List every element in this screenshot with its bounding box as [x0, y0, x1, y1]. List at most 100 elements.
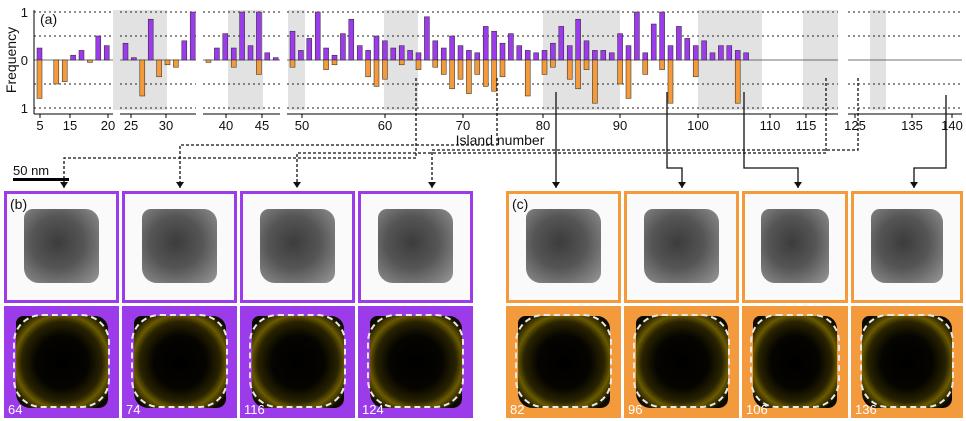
orientation-map-136: 136	[851, 306, 963, 418]
purple-bar	[608, 52, 615, 61]
orientation-map-74: 74	[122, 306, 237, 418]
orange-bar	[659, 59, 665, 70]
orange-bar	[466, 59, 472, 94]
purple-bar	[181, 40, 188, 61]
purple-bar	[398, 45, 405, 61]
orientation-map-116: 116	[240, 306, 355, 418]
x-tick-label: 125	[844, 118, 866, 133]
panel-c-label: (c)	[512, 196, 529, 212]
orange-bar	[734, 59, 741, 104]
purple-bar	[558, 26, 565, 61]
connector-arrowhead	[60, 182, 68, 188]
purple-bar	[550, 42, 556, 61]
orange-bar	[625, 59, 632, 99]
purple-bar	[415, 52, 422, 61]
island-number: 124	[362, 402, 384, 417]
purple-bar	[692, 45, 699, 61]
x-tick-label: 50	[295, 118, 309, 133]
purple-bar	[147, 18, 154, 61]
x-tick-label: 40	[219, 118, 233, 133]
orange-bar	[474, 59, 481, 75]
y-tick-label: 0	[21, 53, 28, 68]
tem-image-82: (c)	[506, 191, 621, 303]
purple-bar	[575, 18, 581, 61]
purple-bar	[131, 57, 137, 61]
orange-bar	[499, 59, 506, 78]
connector-arrowhead	[176, 182, 184, 188]
purple-bar	[440, 47, 447, 61]
purple-bar	[726, 45, 733, 61]
island-number: 64	[8, 402, 23, 417]
orange-bar	[415, 59, 422, 70]
panel-b-label: (b)	[10, 196, 28, 212]
connector-arrowhead	[293, 182, 301, 188]
orientation-map-124: 124	[358, 306, 473, 418]
x-tick-label: 135	[901, 118, 923, 133]
purple-bar	[566, 45, 573, 61]
island-number: 136	[855, 402, 877, 417]
island-number: 74	[126, 402, 141, 417]
orange-bar	[365, 59, 371, 78]
purple-bar	[239, 11, 245, 61]
purple-bar	[95, 35, 102, 61]
purple-bar	[625, 45, 632, 61]
purple-bar	[222, 33, 229, 61]
purple-bar	[272, 57, 279, 61]
connector-arrowhead	[552, 182, 560, 188]
orange-bar	[382, 59, 388, 80]
x-tick-label: 70	[456, 118, 470, 133]
orange-bar	[583, 59, 590, 70]
orange-bar	[156, 59, 162, 78]
connector-arrowhead	[794, 182, 802, 188]
purple-bar	[516, 45, 523, 61]
purple-bar	[382, 40, 388, 61]
connector-arrowhead	[428, 182, 436, 188]
x-axis-label: Island number	[456, 132, 545, 148]
y-axis-label: Frequency	[3, 27, 19, 93]
purple-bar	[365, 50, 371, 61]
tem-image-116	[240, 191, 355, 303]
purple-bar	[667, 45, 674, 61]
purple-bar	[491, 30, 497, 61]
x-tick-label: 110	[760, 118, 781, 133]
purple-bar	[256, 11, 262, 61]
x-tick-label: 45	[255, 118, 269, 133]
purple-bar	[247, 45, 254, 61]
purple-bar	[78, 50, 85, 61]
orange-bar	[331, 59, 338, 66]
orange-bar	[289, 59, 296, 68]
purple-bar	[474, 52, 481, 61]
purple-bar	[499, 42, 506, 61]
orange-bar	[173, 59, 179, 68]
x-tick-label: 15	[63, 118, 77, 133]
orientation-map-82: 82	[506, 306, 621, 418]
purple-bar	[214, 47, 220, 61]
orange-bar	[457, 59, 464, 80]
purple-bar	[592, 50, 598, 61]
purple-bar	[298, 50, 304, 61]
purple-bar	[541, 50, 548, 61]
orange-bar	[53, 59, 60, 85]
purple-bar	[457, 45, 464, 61]
purple-bar	[676, 26, 682, 61]
x-tick-label: 80	[536, 118, 550, 133]
y-tick-label: 1	[21, 5, 28, 20]
purple-bar	[684, 38, 691, 61]
purple-bar	[701, 40, 707, 61]
orange-bar	[440, 59, 447, 75]
purple-bar	[734, 50, 741, 61]
purple-bar	[709, 52, 716, 61]
purple-bar	[36, 47, 43, 61]
orange-bar	[205, 59, 212, 63]
orange-bar	[230, 59, 237, 68]
purple-bar	[306, 38, 313, 61]
connector-arrowhead	[678, 182, 686, 188]
x-tick-label: 60	[378, 118, 392, 133]
orange-bar	[256, 59, 262, 75]
purple-bar	[373, 35, 380, 61]
purple-bar	[122, 42, 129, 61]
orange-bar	[667, 59, 674, 104]
orange-bar	[139, 59, 146, 97]
orange-bar	[432, 59, 439, 68]
